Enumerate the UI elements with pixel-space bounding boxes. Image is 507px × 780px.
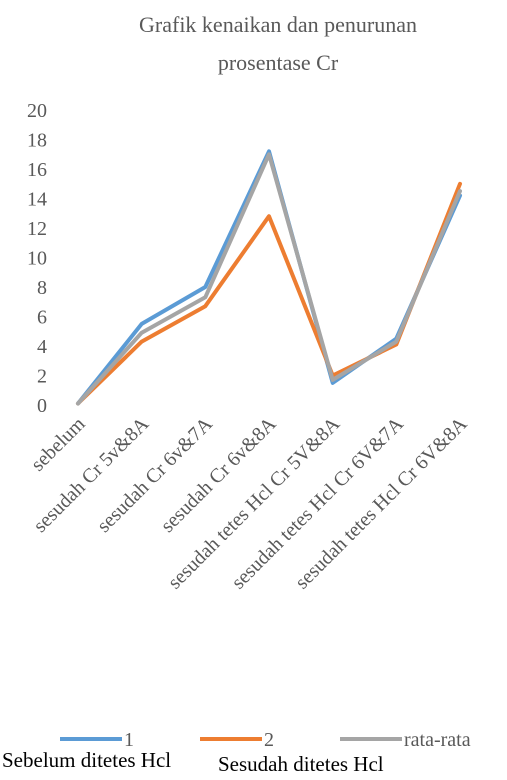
y-tick-label: 18 (27, 130, 47, 152)
y-tick-label: 20 (27, 100, 47, 122)
x-category-label: sesudah Cr 6v&7A (93, 413, 217, 537)
y-tick-label: 2 (37, 366, 47, 388)
series-line-1 (76, 181, 462, 406)
series-line-2 (76, 152, 462, 406)
y-tick-label: 0 (37, 395, 47, 417)
y-tick-label: 10 (27, 248, 47, 270)
legend-label-1: 2 (264, 729, 274, 751)
y-tick-label: 8 (37, 277, 47, 299)
legend-label-2: rata-rata (404, 729, 471, 751)
legend: 1 2 rata-rata (60, 729, 471, 751)
x-category-label: sesudah Cr 5v&8A (29, 413, 153, 537)
legend-label-0: 1 (124, 729, 134, 751)
y-tick-label: 6 (37, 307, 47, 329)
x-category-label: sesudah Cr 6v&8A (157, 413, 281, 537)
chart-title-line-2: prosentase Cr (218, 50, 339, 75)
y-tick-label: 16 (27, 159, 47, 181)
y-tick-label: 4 (37, 336, 47, 358)
x-category-label: sebelum (27, 413, 90, 476)
y-tick-label: 12 (27, 218, 47, 240)
footer-label-after: Sesudah ditetes Hcl (218, 752, 384, 776)
series-lines (76, 149, 462, 406)
chart-title-line-1: Grafik kenaikan dan penurunan (139, 12, 417, 37)
y-axis: 0 2 4 6 8 10 12 14 16 18 20 (27, 100, 47, 417)
footer-label-before: Sebelum ditetes Hcl (2, 748, 172, 772)
series-line-0 (76, 149, 462, 406)
y-tick-label: 14 (27, 189, 47, 211)
